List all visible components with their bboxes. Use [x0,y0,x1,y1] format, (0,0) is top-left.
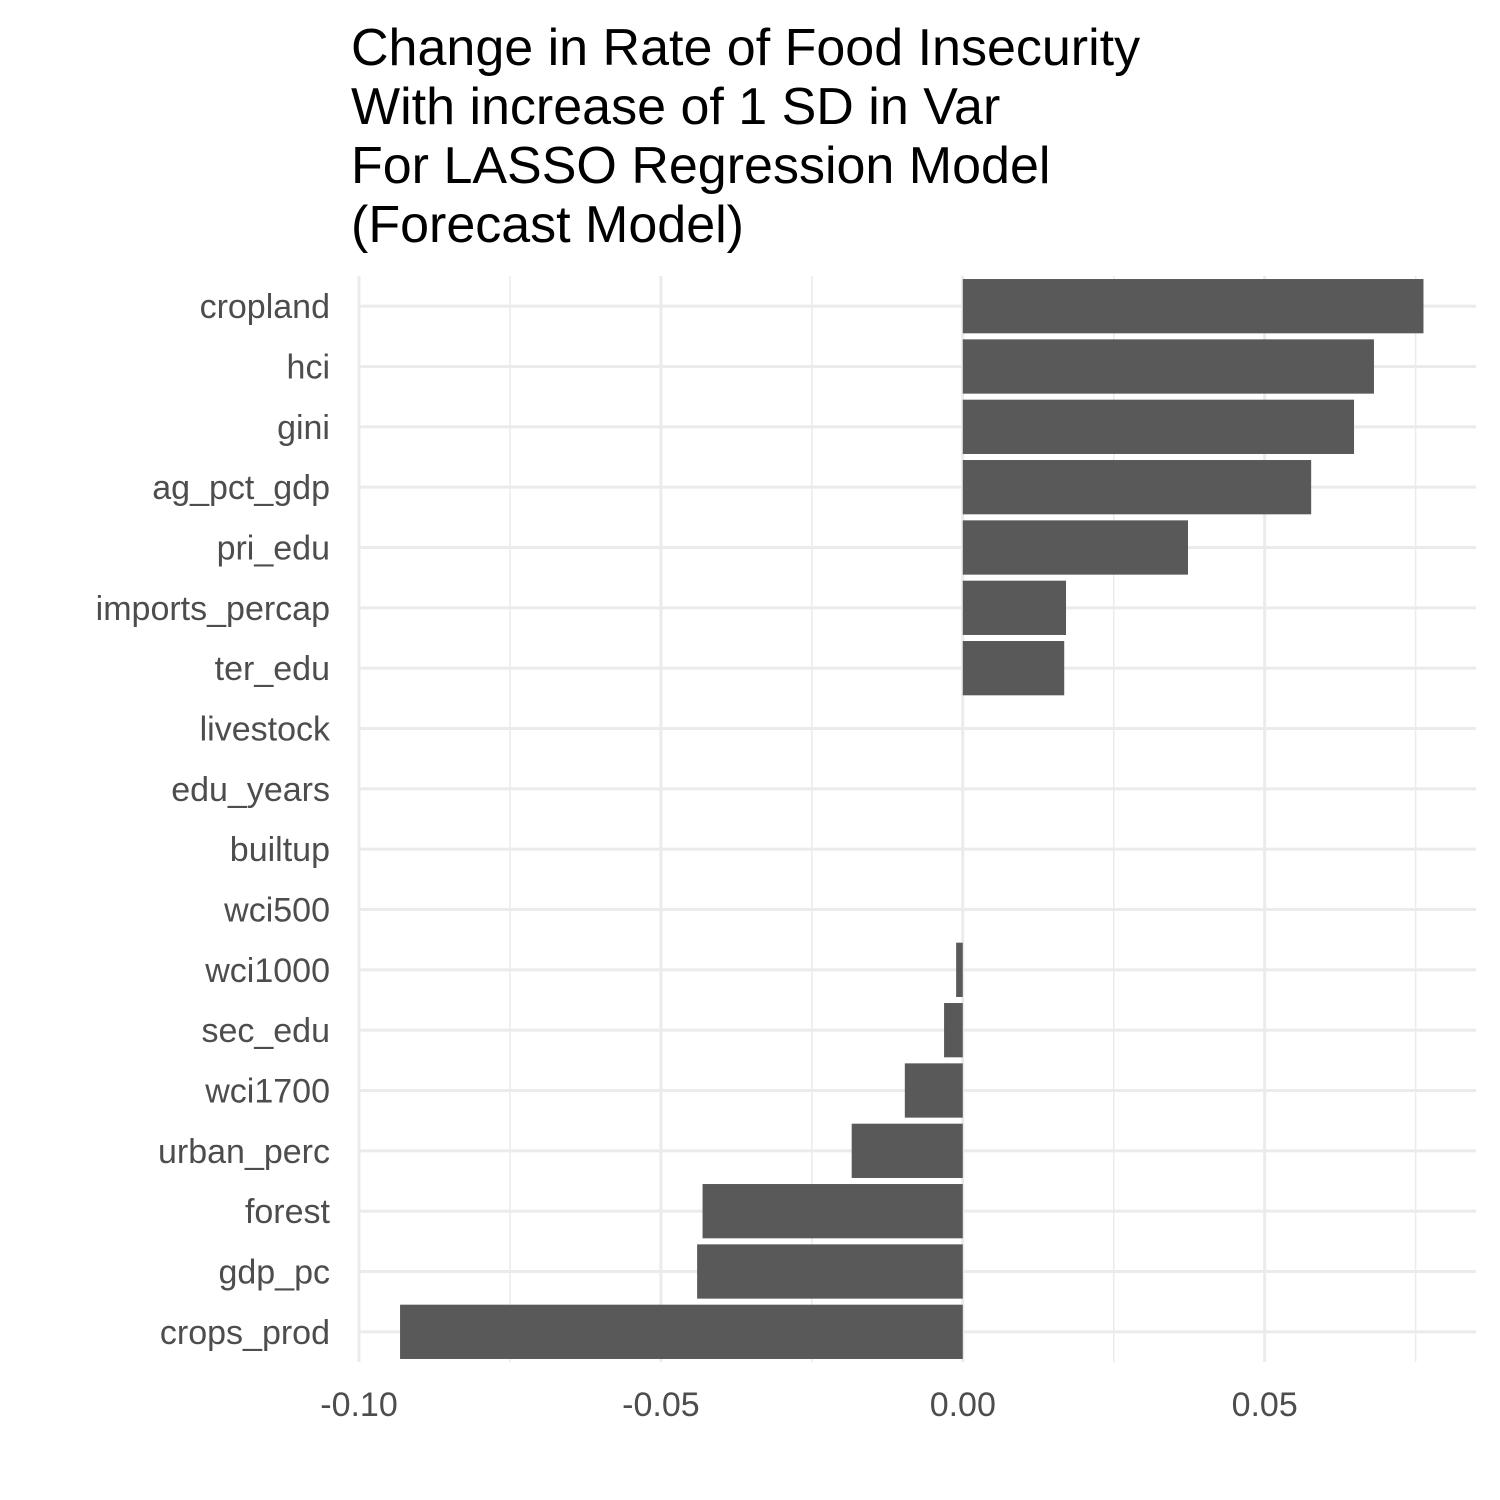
bar-wci1700 [904,1063,963,1118]
bars [400,279,1424,1359]
y-tick-label: pri_edu [217,530,330,568]
title-line-2: With increase of 1 SD in Var [351,78,1000,136]
y-tick-label: builtup [230,831,330,869]
bar-gdp_pc [697,1244,963,1299]
y-tick-label: sec_edu [201,1012,330,1050]
chart-title: Change in Rate of Food Insecurity With i… [351,19,1140,254]
y-tick-label: gdp_pc [218,1254,330,1292]
y-tick-label: ter_edu [215,650,330,688]
bar-sec_edu [944,1003,963,1058]
y-tick-label: wci500 [223,892,330,930]
y-tick-label: wci1700 [204,1073,330,1111]
title-line-1: Change in Rate of Food Insecurity [351,19,1140,77]
bar-pri_edu [962,520,1188,575]
bar-ter_edu [962,641,1065,696]
title-line-3: For LASSO Regression Model [351,137,1050,195]
bar-gini [962,399,1355,454]
y-tick-label: ag_pct_gdp [152,469,330,507]
bar-cropland [962,279,1424,334]
y-tick-label: cropland [200,288,330,326]
bar-forest [702,1184,963,1239]
y-tick-label: wci1000 [204,952,330,990]
y-axis-labels: cropland hci gini ag_pct_gdp pri_edu imports_… [96,288,331,1352]
bar-wci1000 [956,942,963,997]
bar-imports_percap [962,580,1067,635]
bar-crops_prod [400,1304,963,1359]
y-tick-label: forest [245,1193,331,1231]
title-line-4: (Forecast Model) [351,196,744,254]
x-axis-labels: -0.10 -0.05 0.00 0.05 [320,1386,1298,1424]
x-tick-label: -0.05 [622,1386,700,1424]
y-tick-label: imports_percap [96,590,330,628]
y-tick-label: gini [277,409,330,447]
y-tick-label: urban_perc [158,1133,330,1171]
y-tick-label: livestock [200,711,331,749]
x-tick-label: 0.05 [1232,1386,1298,1424]
bar-urban_perc [851,1123,963,1178]
bar-hci [962,339,1374,394]
x-tick-label: -0.10 [320,1386,398,1424]
x-tick-label: 0.00 [930,1386,996,1424]
y-tick-label: crops_prod [160,1314,330,1352]
y-tick-label: edu_years [171,771,330,809]
y-tick-label: hci [287,349,330,387]
bar-ag_pct_gdp [962,460,1312,515]
